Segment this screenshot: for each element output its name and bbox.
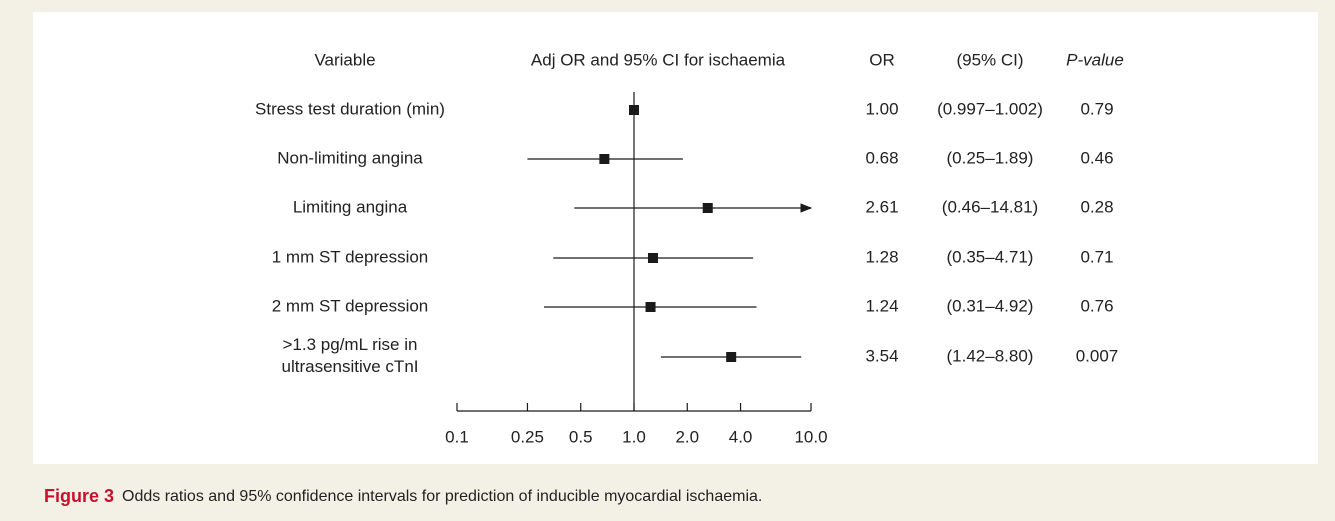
p-value: 0.79 (1080, 99, 1113, 118)
x-tick-label: 1.0 (622, 427, 646, 446)
ci-value: (1.42–8.80) (947, 346, 1034, 365)
ci-value: (0.46–14.81) (942, 197, 1038, 216)
x-tick-label: 0.5 (569, 427, 593, 446)
p-value: 0.71 (1080, 247, 1113, 266)
x-tick-label: 2.0 (675, 427, 699, 446)
header-or: OR (869, 50, 895, 69)
caption: Figure 3 Odds ratios and 95% confidence i… (44, 486, 762, 506)
p-value: 0.46 (1080, 148, 1113, 167)
or-value: 1.28 (865, 247, 898, 266)
point-estimate (629, 105, 639, 115)
variable-label: 2 mm ST depression (272, 296, 429, 315)
or-value: 1.24 (865, 296, 898, 315)
variable-label: Non-limiting angina (277, 148, 423, 167)
variable-label-line: >1.3 pg/mL rise in (283, 335, 418, 354)
point-estimate (726, 352, 737, 362)
caption-text: Odds ratios and 95% confidence intervals… (122, 488, 762, 505)
point-estimate (702, 203, 713, 213)
header-plot: Adj OR and 95% CI for ischaemia (531, 50, 786, 69)
header-p: P-value (1066, 50, 1124, 69)
variable-label: >1.3 pg/mL rise in ultrasensitive cTnI (282, 335, 419, 376)
or-value: 3.54 (865, 346, 898, 365)
p-value: 0.007 (1076, 346, 1119, 365)
or-value: 1.00 (865, 99, 898, 118)
header-variable: Variable (314, 50, 375, 69)
p-value: 0.28 (1080, 197, 1113, 216)
variable-label-line: ultrasensitive cTnI (282, 357, 419, 376)
or-value: 2.61 (865, 197, 898, 216)
point-estimate (599, 154, 610, 164)
ci-value: (0.25–1.89) (947, 148, 1034, 167)
point-estimate (645, 302, 656, 312)
header-ci: (95% CI) (956, 50, 1023, 69)
x-tick-label: 4.0 (729, 427, 753, 446)
p-value: 0.76 (1080, 296, 1113, 315)
plot-panel (33, 12, 1318, 464)
x-tick-label: 0.25 (511, 427, 544, 446)
ci-value: (0.997–1.002) (937, 99, 1043, 118)
ci-value: (0.31–4.92) (947, 296, 1034, 315)
variable-label: Limiting angina (293, 197, 408, 216)
caption-label: Figure 3 (44, 486, 114, 506)
x-tick-label: 0.1 (445, 427, 469, 446)
variable-label: 1 mm ST depression (272, 247, 429, 266)
or-value: 0.68 (865, 148, 898, 167)
x-tick-label: 10.0 (794, 427, 827, 446)
variable-label: Stress test duration (min) (255, 99, 445, 118)
ci-value: (0.35–4.71) (947, 247, 1034, 266)
point-estimate (647, 253, 658, 263)
